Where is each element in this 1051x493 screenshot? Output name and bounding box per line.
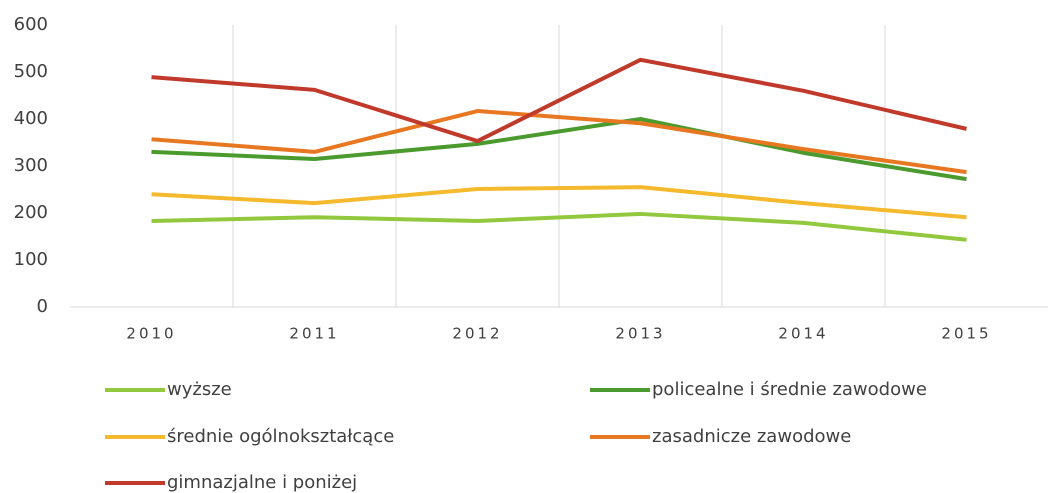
series-line bbox=[151, 185, 967, 220]
x-tick-label: 2013 bbox=[615, 325, 665, 343]
legend-label: policealne i średnie zawodowe bbox=[652, 379, 927, 400]
y-tick-label: 600 bbox=[14, 14, 48, 35]
y-tick-label: 100 bbox=[14, 249, 48, 270]
y-tick-label: 0 bbox=[37, 296, 48, 317]
x-tick-label: 2014 bbox=[778, 325, 828, 343]
x-tick-label: 2012 bbox=[452, 325, 502, 343]
x-tick-label: 2010 bbox=[126, 325, 176, 343]
x-tick-label: 2015 bbox=[941, 325, 991, 343]
series-line bbox=[151, 117, 967, 182]
x-tick-label: 2011 bbox=[289, 325, 339, 343]
y-tick-label: 500 bbox=[14, 61, 48, 82]
y-tick-label: 300 bbox=[14, 155, 48, 176]
legend-label: średnie ogólnokształcące bbox=[167, 426, 394, 447]
legend-label: zasadnicze zawodowe bbox=[652, 426, 851, 447]
y-tick-label: 400 bbox=[14, 108, 48, 129]
legend-label: gimnazjalne i poniżej bbox=[167, 472, 357, 493]
y-tick-label: 200 bbox=[14, 202, 48, 223]
series-line bbox=[151, 211, 967, 242]
series-line bbox=[151, 109, 967, 175]
legend-label: wyższe bbox=[167, 379, 232, 400]
series-line bbox=[151, 57, 967, 144]
